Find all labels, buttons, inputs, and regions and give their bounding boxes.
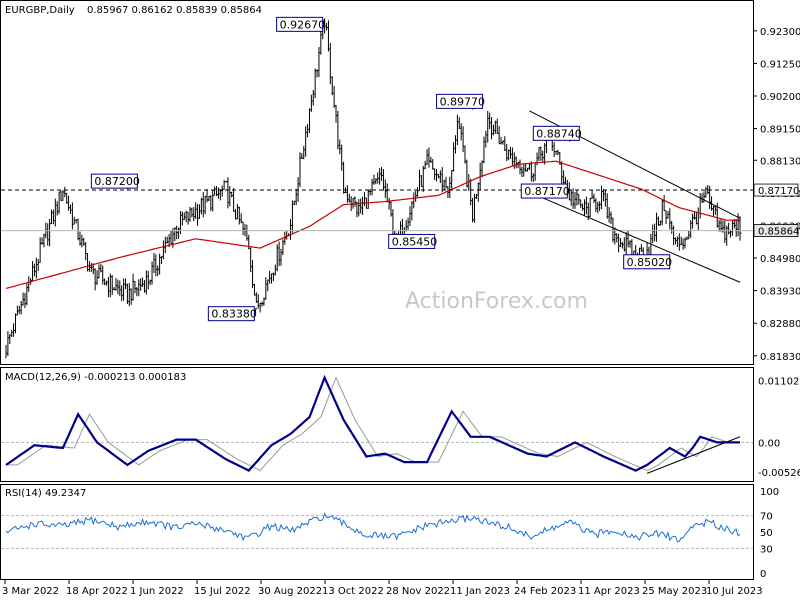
y-tick-label: 0.92300 <box>760 27 800 38</box>
annotation-box <box>436 93 484 109</box>
annotation-box <box>532 125 580 141</box>
y-tick-label: 0.88130 <box>760 156 800 167</box>
axis-price-label: 0.87170 <box>758 186 799 197</box>
x-tick-label: 11 Jan 2023 <box>450 586 510 597</box>
y-tick-label: 0.83930 <box>760 287 800 298</box>
annotation-layer: 0.92670 0.87200 0.83380 0.85450 0.89770 0.871… <box>90 16 673 322</box>
moving-average-line <box>5 160 740 289</box>
macd-trendline <box>646 436 741 474</box>
rsi-y-tick-label: 50 <box>760 528 773 539</box>
annotation-box <box>623 254 671 270</box>
rsi-y-tick-label: 100 <box>760 487 779 498</box>
ohlc-readout: 0.85967 0.86162 0.85839 0.85864 <box>87 5 262 16</box>
rsi-title: RSI(14) 49.2347 <box>5 488 86 499</box>
x-tick-label: 3 Mar 2022 <box>2 586 59 597</box>
macd-layer <box>1 374 753 474</box>
annotation-box <box>276 16 324 32</box>
x-tick-label: 15 Jul 2022 <box>194 586 251 597</box>
x-tick-label: 24 Feb 2023 <box>514 586 576 597</box>
annotation-label: 0.85450 <box>392 235 438 248</box>
annotation-label: 0.85020 <box>627 256 673 269</box>
x-tick-label: 11 Apr 2023 <box>578 586 640 597</box>
macd-y-tick-label: -0.005267 <box>758 468 800 479</box>
watermark: ActionForex.com <box>405 289 588 314</box>
x-tick-label: 13 Oct 2022 <box>322 586 384 597</box>
channel-lower-line <box>529 191 741 283</box>
axis-layer: 0.923000.912500.902000.891500.881300.870… <box>2 27 800 597</box>
symbol-title: EURGBP,Daily <box>5 5 75 16</box>
price-panel <box>0 0 754 365</box>
annotation-box <box>520 183 568 199</box>
y-tick-label: 0.90200 <box>760 92 800 103</box>
macd-y-tick-label: 0.00 <box>758 438 780 449</box>
annotation-label: 0.83380 <box>211 308 256 321</box>
annotation-label: 0.87170 <box>524 185 570 198</box>
macd-signal-line <box>6 376 740 472</box>
annotation-label: 0.88740 <box>536 127 582 140</box>
x-tick-label: 1 Jun 2022 <box>130 586 184 597</box>
x-tick-label: 28 Nov 2022 <box>386 586 450 597</box>
rsi-panel <box>0 484 754 580</box>
macd-title: MACD(12,26,9) -0.000213 0.000183 <box>5 372 186 383</box>
annotation-box <box>90 173 138 189</box>
axis-price-box <box>753 183 799 197</box>
rsi-layer <box>1 512 753 549</box>
rsi-line <box>5 512 741 543</box>
annotation-box <box>207 306 255 322</box>
rsi-y-tick-label: 0 <box>760 569 766 580</box>
rsi-y-tick-label: 70 <box>760 512 773 523</box>
axis-price-box <box>753 224 799 237</box>
y-tick-label: 0.82880 <box>760 319 800 330</box>
macd-line <box>5 374 740 472</box>
annotation-label: 0.92670 <box>280 18 326 31</box>
annotation-label: 0.89770 <box>440 95 486 108</box>
y-tick-label: 0.89150 <box>760 125 800 136</box>
y-tick-label: 0.84980 <box>760 254 800 265</box>
y-tick-label: 0.81830 <box>760 352 800 363</box>
axis-price-label: 0.85864 <box>758 227 799 238</box>
x-tick-label: 30 Aug 2022 <box>258 586 322 597</box>
x-tick-label: 25 May 2023 <box>642 586 707 597</box>
y-tick-label: 0.91250 <box>760 59 800 70</box>
annotation-box <box>388 233 436 249</box>
x-tick-label: 10 Jul 2023 <box>706 586 763 597</box>
macd-panel <box>0 367 754 482</box>
annotation-label: 0.87200 <box>94 175 140 188</box>
rsi-y-tick-label: 30 <box>760 544 773 555</box>
x-tick-label: 18 Apr 2022 <box>66 586 128 597</box>
macd-y-tick-label: 0.011027 <box>758 376 800 387</box>
